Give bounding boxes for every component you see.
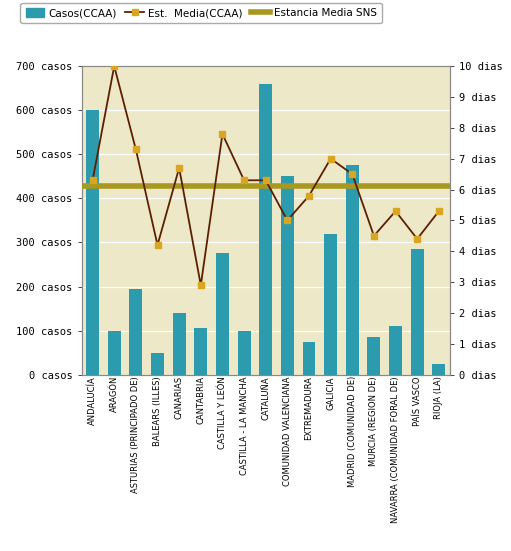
- Bar: [151, 353, 164, 375]
- Bar: [129, 289, 143, 375]
- Bar: [194, 328, 207, 375]
- Bar: [389, 326, 402, 375]
- Bar: [238, 331, 250, 375]
- Bar: [108, 331, 121, 375]
- Bar: [281, 176, 294, 375]
- Bar: [86, 110, 99, 375]
- Bar: [173, 313, 185, 375]
- Bar: [432, 364, 446, 375]
- Bar: [346, 165, 359, 375]
- Legend: Casos(CCAA), Est.  Media(CCAA), Estancia Media SNS: Casos(CCAA), Est. Media(CCAA), Estancia …: [20, 3, 382, 23]
- Bar: [303, 342, 315, 375]
- Bar: [411, 249, 424, 375]
- Bar: [216, 253, 229, 375]
- Bar: [367, 337, 380, 375]
- Bar: [324, 234, 337, 375]
- Bar: [259, 84, 272, 375]
